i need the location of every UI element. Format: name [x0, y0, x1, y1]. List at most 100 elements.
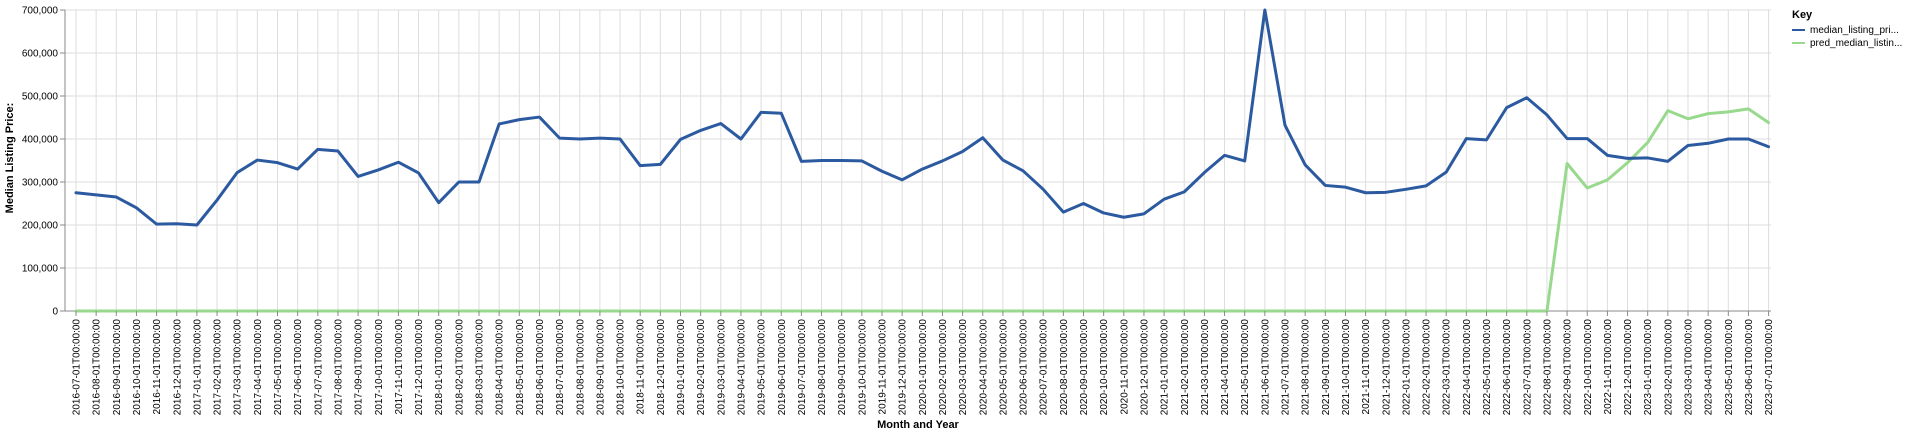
- x-tick-label: 2020-07-01T00:00:00: [1039, 319, 1050, 416]
- x-tick-label: 2020-03-01T00:00:00: [958, 319, 969, 416]
- x-tick-label: 2022-06-01T00:00:00: [1502, 319, 1513, 416]
- x-tick-label: 2016-09-01T00:00:00: [112, 319, 123, 416]
- x-tick-label: 2017-11-01T00:00:00: [394, 319, 405, 415]
- x-axis-title: Month and Year: [877, 419, 959, 431]
- x-tick-label: 2020-08-01T00:00:00: [1059, 319, 1070, 416]
- x-tick-label: 2022-03-01T00:00:00: [1442, 319, 1453, 416]
- x-tick-label: 2018-10-01T00:00:00: [616, 319, 627, 416]
- x-tick-label: 2021-11-01T00:00:00: [1361, 319, 1372, 415]
- x-tick-label: 2019-12-01T00:00:00: [898, 319, 909, 416]
- x-tick-label: 2016-07-01T00:00:00: [72, 319, 83, 416]
- x-tick-label: 2023-05-01T00:00:00: [1724, 319, 1735, 416]
- x-tick-label: 2018-09-01T00:00:00: [595, 319, 606, 416]
- x-tick-label: 2020-04-01T00:00:00: [978, 319, 989, 416]
- x-tick-label: 2016-11-01T00:00:00: [152, 319, 163, 415]
- y-tick-label: 200,000: [22, 221, 59, 232]
- legend-label: pred_median_listin...: [1810, 38, 1902, 49]
- x-tick-label: 2018-11-01T00:00:00: [636, 319, 647, 415]
- y-tick-label: 700,000: [22, 6, 59, 17]
- x-tick-label: 2020-11-01T00:00:00: [1119, 319, 1130, 415]
- y-tick-label: 600,000: [22, 49, 59, 60]
- x-tick-label: 2018-05-01T00:00:00: [515, 319, 526, 416]
- y-tick-label: 500,000: [22, 92, 59, 103]
- x-tick-label: 2020-10-01T00:00:00: [1099, 319, 1110, 416]
- x-tick-label: 2019-06-01T00:00:00: [777, 319, 788, 416]
- x-tick-label: 2019-08-01T00:00:00: [817, 319, 828, 416]
- x-tick-label: 2019-07-01T00:00:00: [797, 319, 808, 416]
- x-tick-label: 2018-03-01T00:00:00: [475, 319, 486, 416]
- x-tick-label: 2022-02-01T00:00:00: [1422, 319, 1433, 416]
- x-tick-label: 2020-05-01T00:00:00: [998, 319, 1009, 416]
- legend-title: Key: [1792, 9, 1813, 21]
- x-tick-label: 2021-02-01T00:00:00: [1180, 319, 1191, 416]
- x-tick-label: 2019-10-01T00:00:00: [857, 319, 868, 416]
- x-tick-label: 2023-03-01T00:00:00: [1684, 319, 1695, 416]
- x-tick-label: 2021-01-01T00:00:00: [1160, 319, 1171, 416]
- x-tick-label: 2017-03-01T00:00:00: [233, 319, 244, 416]
- x-tick-label: 2023-04-01T00:00:00: [1704, 319, 1715, 416]
- x-tick-label: 2019-03-01T00:00:00: [716, 319, 727, 416]
- x-tick-label: 2019-11-01T00:00:00: [878, 319, 889, 415]
- x-tick-label: 2020-02-01T00:00:00: [938, 319, 949, 416]
- x-tick-label: 2021-12-01T00:00:00: [1381, 319, 1392, 416]
- x-tick-label: 2021-04-01T00:00:00: [1220, 319, 1231, 416]
- x-tick-label: 2016-10-01T00:00:00: [132, 319, 143, 416]
- x-tick-label: 2021-06-01T00:00:00: [1260, 319, 1271, 416]
- grid-lines: [65, 9, 1771, 312]
- legend-label: median_listing_pri...: [1810, 25, 1899, 36]
- x-tick-label: 2019-01-01T00:00:00: [676, 319, 687, 416]
- x-tick-label: 2017-07-01T00:00:00: [313, 319, 324, 416]
- axes: [64, 10, 1771, 312]
- y-tick-label: 100,000: [22, 264, 59, 275]
- y-axis-ticks: 0 100,000 200,000 300,000 400,000 500,000 600,…: [22, 6, 65, 318]
- x-tick-label: 2018-07-01T00:00:00: [555, 319, 566, 416]
- x-tick-label: 2017-02-01T00:00:00: [213, 319, 224, 416]
- x-tick-label: 2021-10-01T00:00:00: [1341, 319, 1352, 416]
- y-tick-label: 300,000: [22, 178, 59, 189]
- x-tick-label: 2018-04-01T00:00:00: [495, 319, 506, 416]
- x-tick-label: 2017-06-01T00:00:00: [293, 319, 304, 416]
- x-tick-label: 2022-05-01T00:00:00: [1482, 319, 1493, 416]
- x-tick-label: 2017-01-01T00:00:00: [192, 319, 203, 416]
- x-tick-label: 2022-10-01T00:00:00: [1583, 319, 1594, 416]
- y-axis-title: Median Listing Price:: [4, 103, 16, 214]
- x-tick-label: 2019-05-01T00:00:00: [757, 319, 768, 416]
- x-tick-label: 2022-09-01T00:00:00: [1563, 319, 1574, 416]
- x-tick-label: 2021-03-01T00:00:00: [1200, 319, 1211, 416]
- x-tick-label: 2023-01-01T00:00:00: [1643, 319, 1654, 416]
- x-tick-label: 2022-11-01T00:00:00: [1603, 319, 1614, 415]
- x-tick-label: 2017-09-01T00:00:00: [354, 319, 365, 416]
- x-tick-label: 2016-08-01T00:00:00: [92, 319, 103, 416]
- x-tick-label: 2022-04-01T00:00:00: [1462, 319, 1473, 416]
- series-line: [74, 8, 1771, 227]
- y-tick-label: 400,000: [22, 135, 59, 146]
- x-tick-label: 2021-07-01T00:00:00: [1281, 319, 1292, 416]
- x-tick-label: 2017-05-01T00:00:00: [273, 319, 284, 416]
- x-tick-label: 2021-09-01T00:00:00: [1321, 319, 1332, 416]
- x-tick-label: 2017-10-01T00:00:00: [374, 319, 385, 416]
- x-tick-label: 2020-12-01T00:00:00: [1139, 319, 1150, 416]
- legend: Key median_listing_pri... pred_median_lis…: [1792, 9, 1902, 49]
- x-tick-label: 2018-12-01T00:00:00: [656, 319, 667, 416]
- x-tick-label: 2023-07-01T00:00:00: [1764, 319, 1775, 416]
- x-tick-label: 2022-07-01T00:00:00: [1522, 319, 1533, 416]
- x-tick-label: 2020-06-01T00:00:00: [1019, 319, 1030, 416]
- x-tick-label: 2019-02-01T00:00:00: [696, 319, 707, 416]
- x-tick-label: 2017-08-01T00:00:00: [333, 319, 344, 416]
- x-tick-label: 2018-02-01T00:00:00: [454, 319, 465, 416]
- x-tick-label: 2022-12-01T00:00:00: [1623, 319, 1634, 416]
- x-tick-label: 2018-01-01T00:00:00: [434, 319, 445, 416]
- x-tick-label: 2021-08-01T00:00:00: [1301, 319, 1312, 416]
- y-tick-label: 0: [52, 307, 58, 318]
- x-tick-label: 2017-12-01T00:00:00: [414, 319, 425, 416]
- x-tick-label: 2020-01-01T00:00:00: [918, 319, 929, 416]
- x-tick-label: 2022-08-01T00:00:00: [1542, 319, 1553, 416]
- x-tick-label: 2020-09-01T00:00:00: [1079, 319, 1090, 416]
- x-tick-label: 2023-06-01T00:00:00: [1744, 319, 1755, 416]
- x-tick-label: 2023-02-01T00:00:00: [1663, 319, 1674, 416]
- x-tick-label: 2021-05-01T00:00:00: [1240, 319, 1251, 416]
- x-tick-label: 2018-08-01T00:00:00: [575, 319, 586, 416]
- x-axis-ticks: 2016-07-01T00:00:00 2016-08-01T00:00:00 20…: [72, 311, 1775, 416]
- x-tick-label: 2016-12-01T00:00:00: [172, 319, 183, 416]
